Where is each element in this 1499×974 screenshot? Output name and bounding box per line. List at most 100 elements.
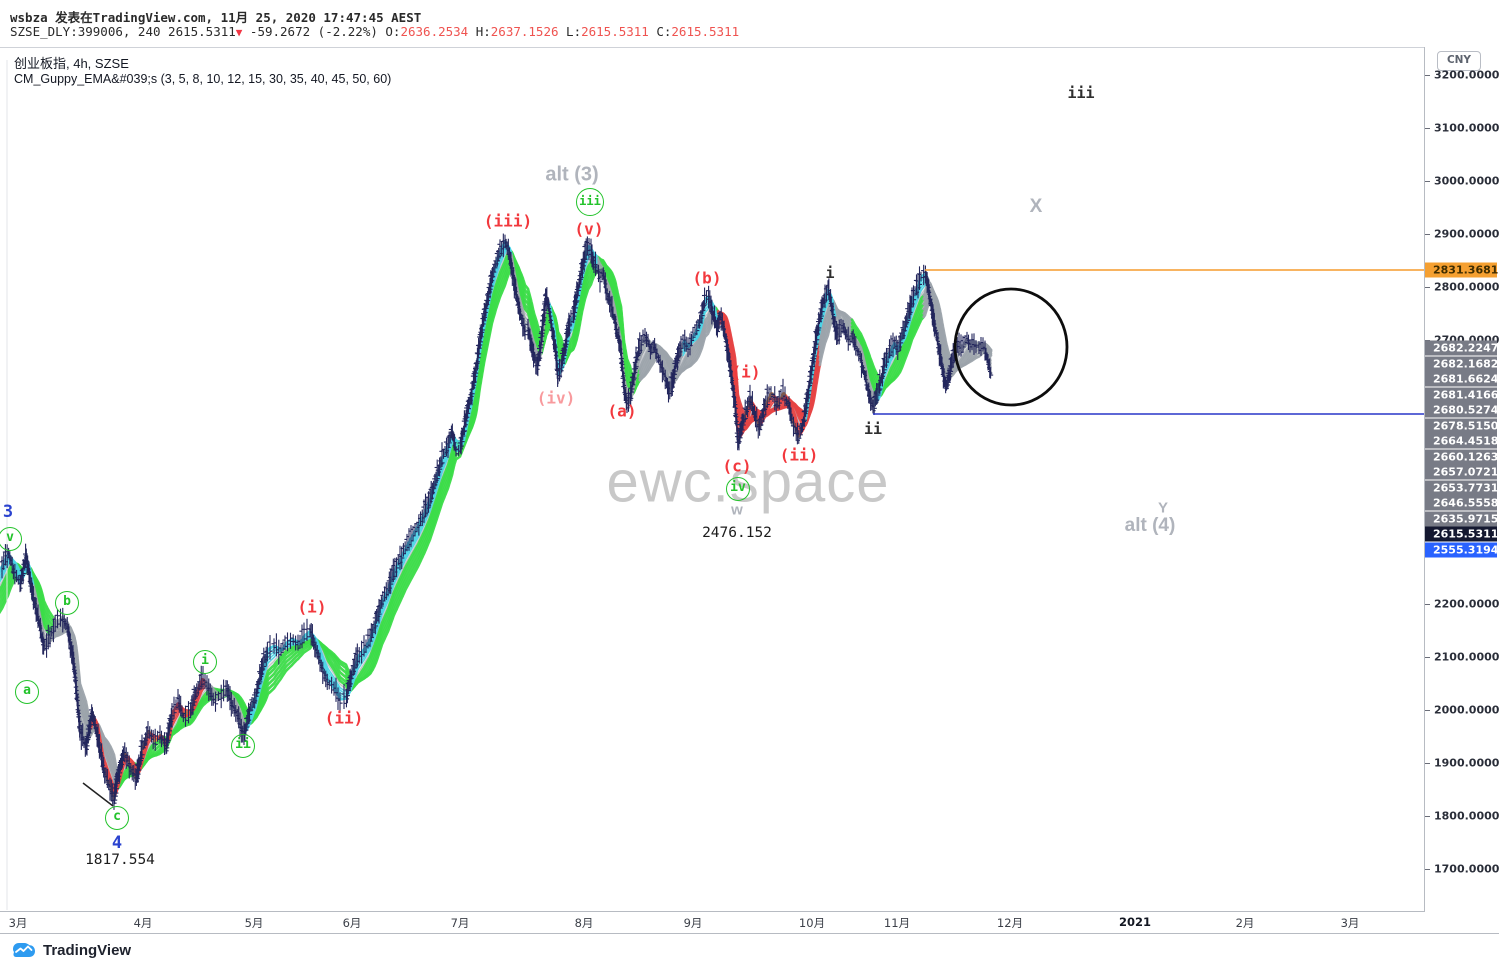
wave-label-alt[interactable]: alt (4) bbox=[1124, 515, 1176, 536]
time-axis-separator bbox=[0, 911, 1499, 912]
time-tick: 11月 bbox=[883, 916, 911, 930]
ellipse-highlight[interactable] bbox=[953, 287, 1069, 407]
wave-label-circled[interactable]: a bbox=[15, 680, 39, 704]
time-tick: 3月 bbox=[1340, 916, 1360, 930]
price-badge-indicator: 2681.4166 bbox=[1425, 387, 1498, 402]
price-tick: 3200.0000 bbox=[1434, 68, 1499, 82]
tradingview-wordmark: TradingView bbox=[43, 942, 132, 959]
price-tick-dash bbox=[1425, 604, 1430, 605]
price-tick: 2900.0000 bbox=[1434, 227, 1499, 241]
wave-label-blue[interactable]: 4 bbox=[111, 833, 123, 853]
guppy-fast-ema bbox=[597, 256, 684, 399]
time-tick: 3月 bbox=[8, 916, 28, 930]
wave-label-circled[interactable]: v bbox=[0, 527, 22, 551]
time-tick: 6月 bbox=[342, 916, 362, 930]
byline-text: 发表在TradingView.com, 11月 25, 2020 17:47:4… bbox=[47, 10, 422, 25]
price-axis[interactable]: CNY 3200.0000 3100.0000 3000.0000 2900.0000… bbox=[1425, 47, 1499, 933]
wave-label-red[interactable]: (b) bbox=[692, 268, 722, 288]
price-tick: 2000.0000 bbox=[1434, 703, 1499, 717]
low-value: 2615.5311 bbox=[581, 24, 649, 39]
price-tick-dash bbox=[1425, 75, 1430, 76]
wave-label-circled[interactable]: iv bbox=[726, 477, 750, 501]
wave-label-circled[interactable]: b bbox=[55, 591, 79, 615]
price-tick: 3000.0000 bbox=[1434, 174, 1499, 188]
guppy-slow-ema bbox=[0, 565, 56, 620]
wave-label-red[interactable]: (v) bbox=[574, 219, 604, 239]
price-tick: 2200.0000 bbox=[1434, 597, 1499, 611]
candlestick-series bbox=[0, 233, 994, 810]
wave-label-circled[interactable]: i bbox=[193, 650, 217, 674]
close-label: C: bbox=[648, 24, 672, 39]
symbol-info-line: SZSE_DLY:399006, 240 2615.5311▼ -59.2672… bbox=[10, 24, 739, 39]
wave-label-blue[interactable]: 3 bbox=[2, 502, 14, 522]
high-label: H: bbox=[468, 24, 491, 39]
price-badge-indicator: 2635.9715 bbox=[1425, 511, 1498, 526]
wave-label-red[interactable]: (ii) bbox=[779, 445, 819, 465]
price-tick: 2800.0000 bbox=[1434, 280, 1499, 294]
wave-label-alt[interactable]: alt (3) bbox=[545, 163, 599, 186]
down-arrow-icon: ▼ bbox=[235, 26, 243, 39]
price-badge-indicator: 2681.6624 bbox=[1425, 371, 1498, 387]
wave-label-red[interactable]: (iii) bbox=[483, 211, 533, 231]
price-tick-dash bbox=[1425, 816, 1430, 817]
legend-indicator: CM_Guppy_EMA&#039;s (3, 5, 8, 10, 12, 15… bbox=[14, 72, 392, 86]
price-tick-dash bbox=[1425, 763, 1430, 764]
price-badge-indicator: 2653.7731 bbox=[1425, 480, 1498, 495]
price-badge-line[interactable]: 2831.3681 bbox=[1425, 262, 1498, 278]
price-tick: 1700.0000 bbox=[1434, 862, 1499, 876]
chart-canvas[interactable] bbox=[0, 47, 1424, 911]
time-tick: 4月 bbox=[133, 916, 153, 930]
time-tick: 9月 bbox=[683, 916, 703, 930]
low-label: L: bbox=[558, 24, 582, 39]
open-label: O: bbox=[385, 24, 401, 39]
tradingview-branding[interactable]: TradingView bbox=[12, 942, 131, 959]
time-tick: 12月 bbox=[996, 916, 1024, 930]
time-tick: 2021 bbox=[1118, 915, 1152, 929]
price-tick-dash bbox=[1425, 287, 1430, 288]
price-axis-separator bbox=[1424, 47, 1425, 933]
wave-label-red[interactable]: (c) bbox=[722, 456, 752, 476]
wave-label-black[interactable]: ii bbox=[863, 420, 883, 438]
header-separator bbox=[0, 47, 1499, 48]
wave-label-red[interactable]: (i) bbox=[297, 597, 327, 617]
guppy-fast-ema bbox=[91, 681, 207, 796]
wave-label-circled[interactable]: c bbox=[105, 806, 129, 830]
high-value: 2637.1526 bbox=[490, 24, 559, 39]
close-value: 2615.5311 bbox=[671, 24, 740, 39]
wave-label-alt[interactable]: X bbox=[1029, 196, 1043, 217]
wave-label-alt[interactable]: Y bbox=[1157, 499, 1169, 517]
wave-label-circled[interactable]: ii bbox=[231, 734, 255, 758]
trend-line[interactable] bbox=[82, 782, 114, 807]
price-value-label[interactable]: 2476.152 bbox=[702, 525, 772, 541]
time-tick: 2月 bbox=[1235, 916, 1255, 930]
price-badge-indicator: 2682.1682 bbox=[1425, 356, 1498, 371]
price-badge-indicator: 2678.5150 bbox=[1425, 418, 1498, 433]
change-value: -59.2672 (-2.22%) bbox=[242, 24, 386, 39]
price-badge-last-price[interactable]: 2615.5311 bbox=[1425, 526, 1498, 542]
price-tick-dash bbox=[1425, 869, 1430, 870]
price-tick: 1800.0000 bbox=[1434, 809, 1499, 823]
author-name: wsbza bbox=[10, 10, 48, 25]
wave-label-red[interactable]: (a) bbox=[607, 401, 637, 421]
time-axis[interactable]: 3月 4月 5月 6月 7月 8月 9月 10月 11月 12月 2021 2月 3月 bbox=[0, 912, 1499, 933]
time-tick: 10月 bbox=[798, 916, 826, 930]
wave-label-red[interactable]: (iv) bbox=[536, 388, 576, 408]
open-value: 2636.2534 bbox=[400, 24, 469, 39]
price-badge-indicator: 2680.5274 bbox=[1425, 402, 1498, 418]
wave-label-red[interactable]: (i) bbox=[731, 362, 761, 382]
price-tick-dash bbox=[1425, 710, 1430, 711]
wave-label-circled[interactable]: iii bbox=[576, 188, 604, 216]
price-badge-indicator: 2682.2247 bbox=[1425, 340, 1498, 356]
price-badge-indicator: 2657.0721 bbox=[1425, 464, 1498, 480]
wave-label-alt[interactable]: w bbox=[731, 501, 743, 519]
currency-button[interactable]: CNY bbox=[1437, 51, 1481, 71]
price-badge-line[interactable]: 2555.3194 bbox=[1425, 542, 1498, 557]
price-tick: 1900.0000 bbox=[1434, 756, 1499, 770]
price-value-label[interactable]: 1817.554 bbox=[85, 852, 155, 868]
wave-label-red[interactable]: (ii) bbox=[324, 708, 364, 728]
wave-label-black[interactable]: i bbox=[825, 264, 835, 282]
wave-label-black[interactable]: iii bbox=[1067, 84, 1095, 102]
price-tick-dash bbox=[1425, 234, 1430, 235]
price-tick-dash bbox=[1425, 181, 1430, 182]
